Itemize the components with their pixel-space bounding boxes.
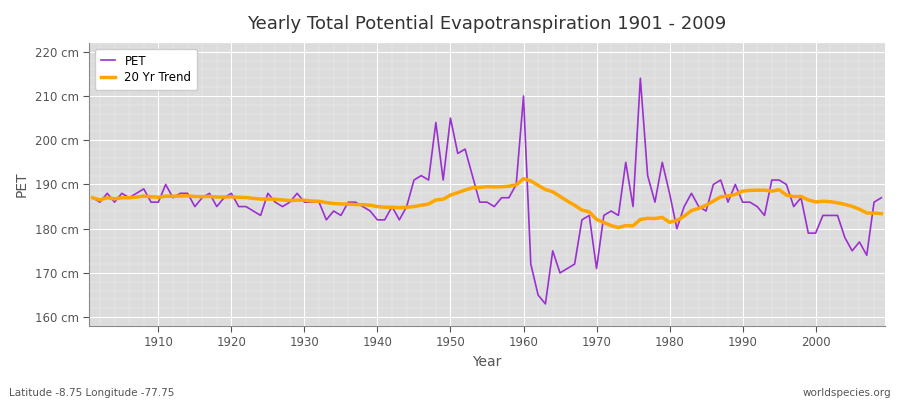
20 Yr Trend [526,178,536,183]
20 Yr Trend [87,195,98,200]
20 Yr Trend [146,194,157,199]
Line: 20 Yr Trend: 20 Yr Trend [93,179,881,228]
PET [146,200,157,204]
Y-axis label: PET: PET [15,172,29,197]
Line: PET: PET [93,78,881,304]
20 Yr Trend [620,223,631,228]
Legend: PET, 20 Yr Trend: PET, 20 Yr Trend [94,49,197,90]
20 Yr Trend [876,211,886,216]
PET [876,195,886,200]
X-axis label: Year: Year [472,355,501,369]
PET [350,200,361,204]
PET [518,94,529,98]
PET [511,182,522,187]
Title: Yearly Total Potential Evapotranspiration 1901 - 2009: Yearly Total Potential Evapotranspiratio… [248,15,726,33]
20 Yr Trend [511,182,522,187]
Text: Latitude -8.75 Longitude -77.75: Latitude -8.75 Longitude -77.75 [9,388,175,398]
Text: worldspecies.org: worldspecies.org [803,388,891,398]
20 Yr Trend [518,176,529,181]
20 Yr Trend [613,225,624,230]
20 Yr Trend [350,202,361,207]
20 Yr Trend [306,199,317,204]
PET [540,302,551,306]
PET [613,213,624,218]
PET [87,195,98,200]
PET [634,76,645,81]
PET [306,200,317,204]
